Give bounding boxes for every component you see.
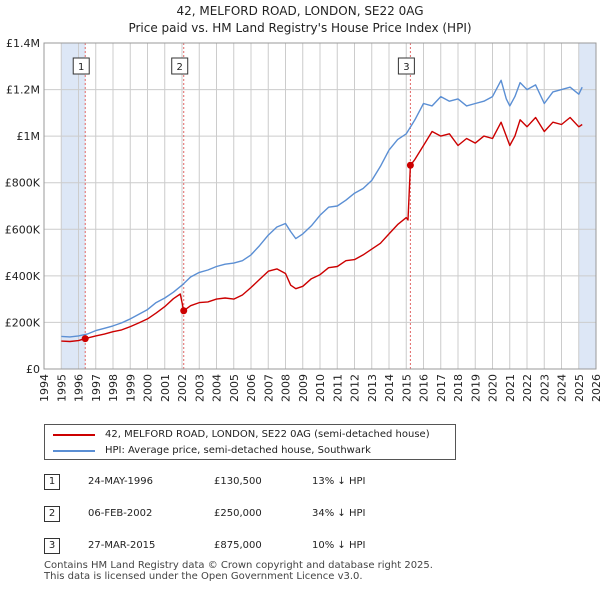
x-tick-label: 2009 [297,374,310,402]
chart-title-line1: 42, MELFORD ROAD, LONDON, SE22 0AG [176,4,424,18]
chart-title: 42, MELFORD ROAD, LONDON, SE22 0AG Price… [0,0,600,37]
x-tick-label: 2010 [314,374,327,402]
x-tick-label: 2007 [262,374,275,402]
series-lines [61,79,583,343]
sale-marker-boxes: 1 2 3 [72,57,415,75]
x-tick-label: 2000 [142,374,155,402]
legend-label-price: 42, MELFORD ROAD, LONDON, SE22 0AG (semi… [105,429,430,440]
y-tick-label: £600K [5,223,41,236]
y-tick-label: £1.4M [6,37,40,50]
sale-number-badge: 3 [44,538,60,554]
x-tick-label: 2026 [590,374,600,402]
sale-marker-box: 1 [72,57,90,75]
table-row: 3 27-MAR-2015 £875,000 10% ↓ HPI [44,536,464,556]
x-tick-label: 2003 [193,374,206,402]
x-tick-label: 2019 [469,374,482,402]
sale-marker-box-frame [397,57,415,75]
sale-marker-lines [84,43,411,369]
hpi-line [61,79,583,338]
sale-marker-label: 2 [177,62,183,73]
y-tick-label: £800K [5,177,41,190]
x-tick-label: 2015 [400,374,413,402]
x-tick-label: 2001 [159,374,172,402]
x-tick-label: 1999 [124,374,137,402]
x-tick-label: 2016 [418,374,431,402]
x-tick-label: 1994 [38,374,51,402]
x-tick-label: 2013 [366,374,379,402]
shaded-period [578,43,596,369]
x-tick-label: 1995 [55,374,68,402]
x-tick-label: 2024 [556,374,569,402]
plot-border [43,42,597,370]
sale-point [406,161,414,169]
x-tick-label: 2022 [521,374,534,402]
sale-hpi-diff: 10% ↓ HPI [312,540,366,551]
sale-points [81,161,414,343]
sale-marker-box: 2 [171,57,189,75]
x-tick-label: 2005 [228,374,241,402]
footer-attribution: Contains HM Land Registry data © Crown c… [44,560,433,582]
x-tick-label: 1997 [90,374,103,402]
x-tick-label: 2017 [435,374,448,402]
y-tick-label: £400K [5,270,41,283]
footer-line2: This data is licensed under the Open Gov… [44,571,363,582]
sale-number-badge: 1 [44,474,60,490]
x-tick-label: 2004 [211,374,224,402]
x-tick-label: 1998 [107,374,120,402]
x-tick-label: 2025 [573,374,586,402]
sale-marker-box-frame [72,57,90,75]
shaded-periods [61,43,596,369]
shaded-period [61,43,86,369]
price-chart: 1 2 3 £0 £200K £400K £600K £800K £1M £1.2M £1.4M 1… [5,37,600,402]
x-tick-label: 2002 [176,374,189,402]
sale-marker-label: 3 [403,62,409,73]
sale-price: £875,000 [214,540,262,551]
sale-price: £130,500 [214,476,262,487]
y-tick-label: £200K [5,316,41,329]
sale-number-badge: 2 [44,506,60,522]
legend-swatch-hpi [53,450,95,452]
table-row: 1 24-MAY-1996 £130,500 13% ↓ HPI [44,472,464,492]
footer-line1: Contains HM Land Registry data © Crown c… [44,560,433,571]
sale-point [81,335,89,343]
table-row: 2 06-FEB-2002 £250,000 34% ↓ HPI [44,504,464,524]
x-tick-label: 2012 [349,374,362,402]
y-tick-label: £1M [17,130,41,143]
sale-date: 06-FEB-2002 [88,508,153,519]
sale-marker-label: 1 [78,62,84,73]
x-tick-label: 2011 [331,374,344,402]
sale-marker-box: 3 [397,57,415,75]
x-tick-label: 2014 [383,374,396,402]
sale-date: 27-MAR-2015 [88,540,156,551]
x-tick-label: 2023 [538,374,551,402]
x-tick-label: 2006 [245,374,258,402]
y-tick-label: £0 [26,363,40,376]
sale-hpi-diff: 34% ↓ HPI [312,508,366,519]
grid-lines [43,42,597,370]
x-tick-label: 1996 [73,374,86,402]
legend-label-hpi: HPI: Average price, semi-detached house,… [105,445,371,456]
sale-marker-box-frame [171,57,189,75]
sale-date: 24-MAY-1996 [88,476,154,487]
chart-title-line2: Price paid vs. HM Land Registry's House … [128,21,472,35]
x-tick-label: 2021 [504,374,517,402]
x-tick-label: 2008 [280,374,293,402]
sale-price: £250,000 [214,508,262,519]
price-paid-line [61,116,583,343]
sale-point [180,307,188,315]
x-tick-label: 2018 [452,374,465,402]
legend: 42, MELFORD ROAD, LONDON, SE22 0AG (semi… [44,424,456,460]
sale-hpi-diff: 13% ↓ HPI [312,476,366,487]
legend-swatch-price [53,434,95,436]
y-tick-label: £1.2M [6,84,40,97]
x-tick-label: 2020 [487,374,500,402]
